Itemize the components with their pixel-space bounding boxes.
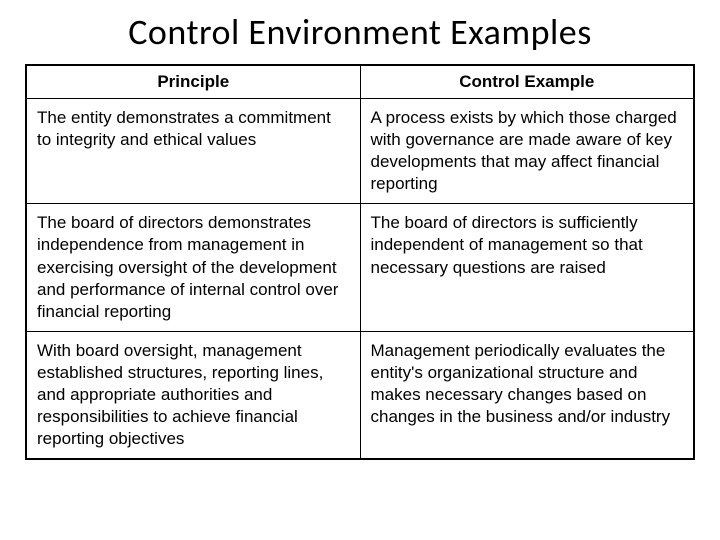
column-header-example: Control Example (360, 65, 694, 99)
control-environment-table: Principle Control Example The entity dem… (25, 64, 695, 460)
cell-principle: With board oversight, management establi… (26, 331, 360, 459)
table-row: With board oversight, management establi… (26, 331, 694, 459)
table-row: The board of directors demonstrates inde… (26, 204, 694, 331)
page-title: Control Environment Examples (25, 10, 695, 54)
cell-example: Management periodically evaluates the en… (360, 331, 694, 459)
table-header-row: Principle Control Example (26, 65, 694, 99)
cell-principle: The board of directors demonstrates inde… (26, 204, 360, 331)
cell-principle: The entity demonstrates a commitment to … (26, 99, 360, 204)
cell-example: The board of directors is sufficiently i… (360, 204, 694, 331)
cell-example: A process exists by which those charged … (360, 99, 694, 204)
column-header-principle: Principle (26, 65, 360, 99)
table-row: The entity demonstrates a commitment to … (26, 99, 694, 204)
